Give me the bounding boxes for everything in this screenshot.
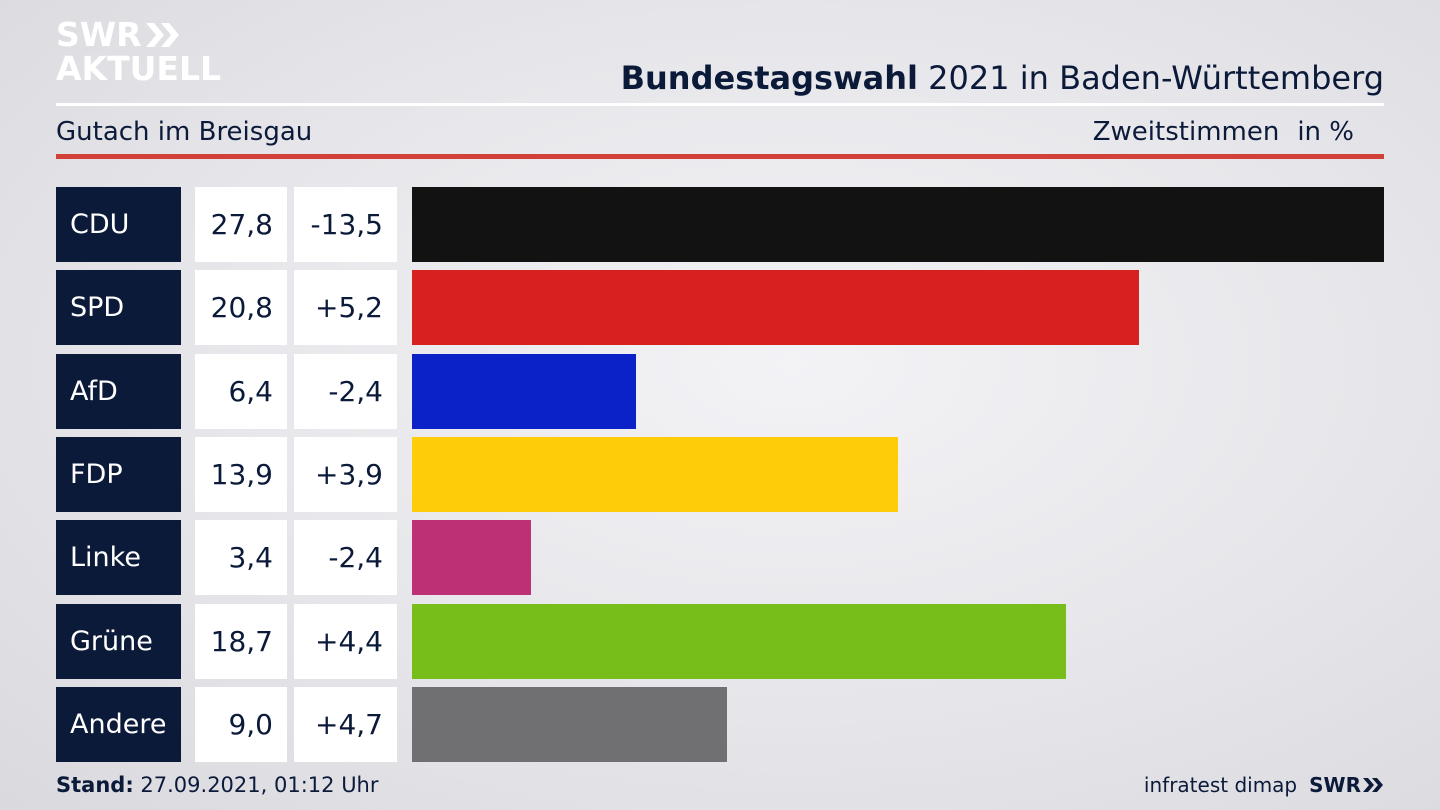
timestamp-value: 27.09.2021, 01:12 Uhr	[140, 773, 379, 797]
vote-share-value: 3,4	[195, 520, 287, 595]
party-label: FDP	[56, 437, 181, 512]
vote-share-value: 27,8	[195, 187, 287, 262]
vote-change-value: -2,4	[294, 520, 397, 595]
vote-share-bar	[412, 687, 727, 762]
vote-share-bar	[412, 604, 1066, 679]
logo-swr-text: SWR	[56, 15, 142, 54]
party-label: Linke	[56, 520, 181, 595]
vote-change-value: +3,9	[294, 437, 397, 512]
result-row: Andere 9,0 +4,7	[0, 687, 1440, 762]
vote-change-value: -13,5	[294, 187, 397, 262]
metric-label: Zweitstimmen	[1092, 117, 1280, 147]
swr-brand: SWR	[1309, 770, 1384, 800]
accent-divider	[56, 154, 1384, 159]
logo-chevrons-icon	[145, 23, 179, 47]
logo-line-1: SWR	[56, 18, 226, 52]
region-name: Gutach im Breisgau	[56, 117, 313, 147]
vote-share-value: 9,0	[195, 687, 287, 762]
metric-label-group: Zweitstimmen in %	[1093, 114, 1354, 150]
result-row: AfD 6,4 -2,4	[0, 354, 1440, 429]
vote-share-bar	[412, 270, 1139, 345]
result-row: SPD 20,8 +5,2	[0, 270, 1440, 345]
source-credit: infratest dimap SWR	[1144, 770, 1384, 800]
timestamp: Stand: 27.09.2021, 01:12 Uhr	[56, 770, 379, 800]
result-row: CDU 27,8 -13,5	[0, 187, 1440, 262]
vote-share-bar	[412, 520, 531, 595]
logo-line-2: AKTUELL	[56, 49, 222, 88]
vote-share-value: 18,7	[195, 604, 287, 679]
swr-aktuell-logo: SWR AKTUELL	[56, 18, 226, 90]
party-label: Grüne	[56, 604, 181, 679]
header-divider	[56, 103, 1384, 106]
result-row: Grüne 18,7 +4,4	[0, 604, 1440, 679]
vote-change-value: -2,4	[294, 354, 397, 429]
timestamp-label: Stand:	[56, 773, 134, 797]
vote-change-value: +5,2	[294, 270, 397, 345]
result-row: Linke 3,4 -2,4	[0, 520, 1440, 595]
vote-share-bar	[412, 437, 898, 512]
party-label: SPD	[56, 270, 181, 345]
vote-share-bar	[412, 354, 636, 429]
party-label: CDU	[56, 187, 181, 262]
source-text: infratest dimap	[1143, 773, 1298, 797]
party-label: AfD	[56, 354, 181, 429]
swr-chevrons-icon	[1363, 778, 1383, 792]
vote-share-value: 13,9	[195, 437, 287, 512]
swr-brand-text: SWR	[1309, 773, 1361, 797]
chart-title: Bundestagswahl 2021 in Baden-Württemberg	[621, 58, 1384, 98]
vote-change-value: +4,7	[294, 687, 397, 762]
chart-title-rest: 2021 in Baden-Württemberg	[928, 59, 1384, 97]
vote-share-bar	[412, 187, 1384, 262]
vote-change-value: +4,4	[294, 604, 397, 679]
party-label: Andere	[56, 687, 181, 762]
result-row: FDP 13,9 +3,9	[0, 437, 1440, 512]
chart-title-bold: Bundestagswahl	[620, 59, 918, 97]
unit-label: in %	[1297, 117, 1354, 147]
vote-share-value: 6,4	[195, 354, 287, 429]
vote-share-value: 20,8	[195, 270, 287, 345]
